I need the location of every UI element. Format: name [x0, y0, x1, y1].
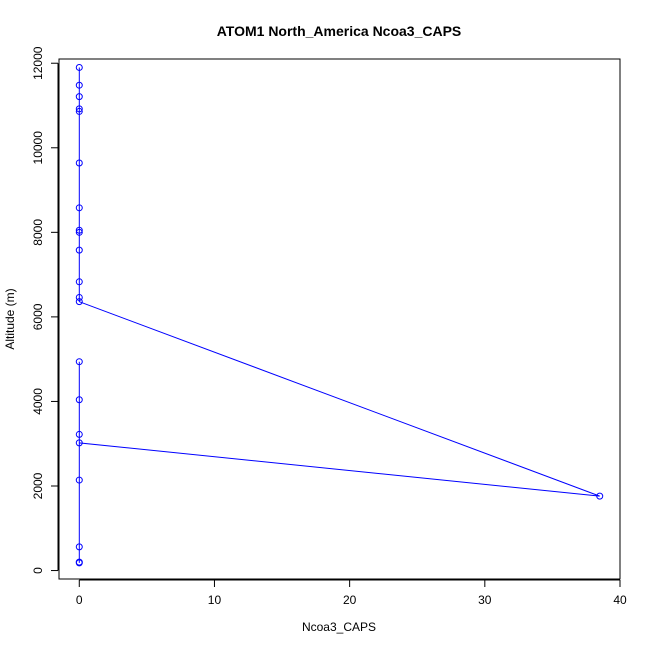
data-point	[75, 93, 83, 101]
x-tick-label: 0	[76, 593, 83, 607]
x-tick-label: 10	[208, 593, 222, 607]
data-point	[75, 559, 83, 567]
x-tick-label: 40	[613, 593, 627, 607]
chart-title: ATOM1 North_America Ncoa3_CAPS	[217, 23, 462, 39]
data-point	[75, 543, 83, 551]
y-axis-label: Altitude (m)	[3, 288, 17, 349]
y-tick-label: 6000	[31, 303, 45, 330]
data-point	[75, 298, 83, 306]
data-point	[75, 81, 83, 89]
x-axis: 0 10 20 30 40	[76, 579, 627, 607]
data-layer	[75, 63, 604, 567]
data-point	[75, 358, 83, 366]
data-point	[75, 228, 83, 236]
data-point	[75, 63, 83, 71]
y-tick-label: 12000	[31, 46, 45, 80]
data-point	[75, 430, 83, 438]
data-point	[75, 226, 83, 234]
y-tick-label: 8000	[31, 219, 45, 246]
data-point	[75, 105, 83, 113]
data-point	[75, 204, 83, 212]
x-tick-label: 20	[343, 593, 357, 607]
x-tick-label: 30	[478, 593, 492, 607]
data-point	[75, 476, 83, 484]
data-point	[75, 396, 83, 404]
series-line	[78, 67, 600, 563]
x-axis-label: Ncoa3_CAPS	[302, 620, 376, 634]
y-tick-label: 10000	[31, 131, 45, 165]
data-point	[75, 439, 83, 447]
y-tick-label: 0	[31, 567, 45, 574]
data-point	[596, 492, 604, 500]
plot-frame	[58, 58, 621, 580]
data-point	[75, 293, 83, 301]
data-point	[75, 278, 83, 286]
data-point	[75, 246, 83, 254]
y-axis: 0 2000 4000 6000 8000 10000 12000	[31, 46, 59, 574]
y-tick-label: 2000	[31, 472, 45, 499]
data-point	[75, 107, 83, 115]
y-tick-label: 4000	[31, 388, 45, 415]
data-point	[75, 159, 83, 167]
